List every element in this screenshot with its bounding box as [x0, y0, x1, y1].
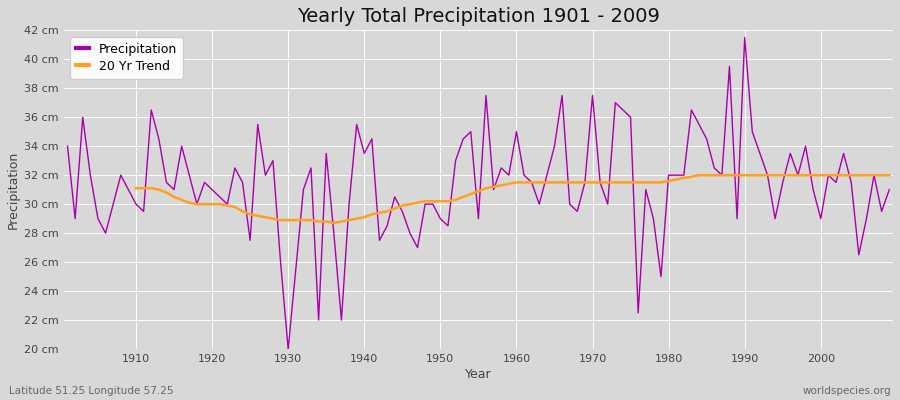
Precipitation [298, 187, 309, 192]
X-axis label: Year: Year [465, 368, 491, 381]
20 Yr Trend [861, 173, 872, 178]
20 Yr Trend [694, 173, 705, 178]
Precipitation [344, 202, 355, 206]
Precipitation [610, 100, 621, 105]
Text: worldspecies.org: worldspecies.org [803, 386, 891, 396]
20 Yr Trend [328, 220, 339, 225]
20 Yr Trend [838, 173, 849, 178]
Precipitation [123, 187, 134, 192]
Text: Latitude 51.25 Longitude 57.25: Latitude 51.25 Longitude 57.25 [9, 386, 174, 396]
20 Yr Trend [587, 180, 598, 185]
Line: 20 Yr Trend: 20 Yr Trend [136, 175, 889, 223]
Legend: Precipitation, 20 Yr Trend: Precipitation, 20 Yr Trend [70, 36, 184, 79]
Title: Yearly Total Precipitation 1901 - 2009: Yearly Total Precipitation 1901 - 2009 [297, 7, 660, 26]
20 Yr Trend [884, 173, 895, 178]
Precipitation [62, 144, 73, 148]
Precipitation [884, 187, 895, 192]
Precipitation [283, 347, 293, 352]
Line: Precipitation: Precipitation [68, 38, 889, 349]
20 Yr Trend [526, 180, 537, 185]
20 Yr Trend [275, 218, 286, 222]
Precipitation [511, 129, 522, 134]
Precipitation [739, 35, 750, 40]
Y-axis label: Precipitation: Precipitation [7, 150, 20, 229]
20 Yr Trend [130, 186, 141, 191]
20 Yr Trend [306, 218, 317, 222]
Precipitation [518, 173, 529, 178]
